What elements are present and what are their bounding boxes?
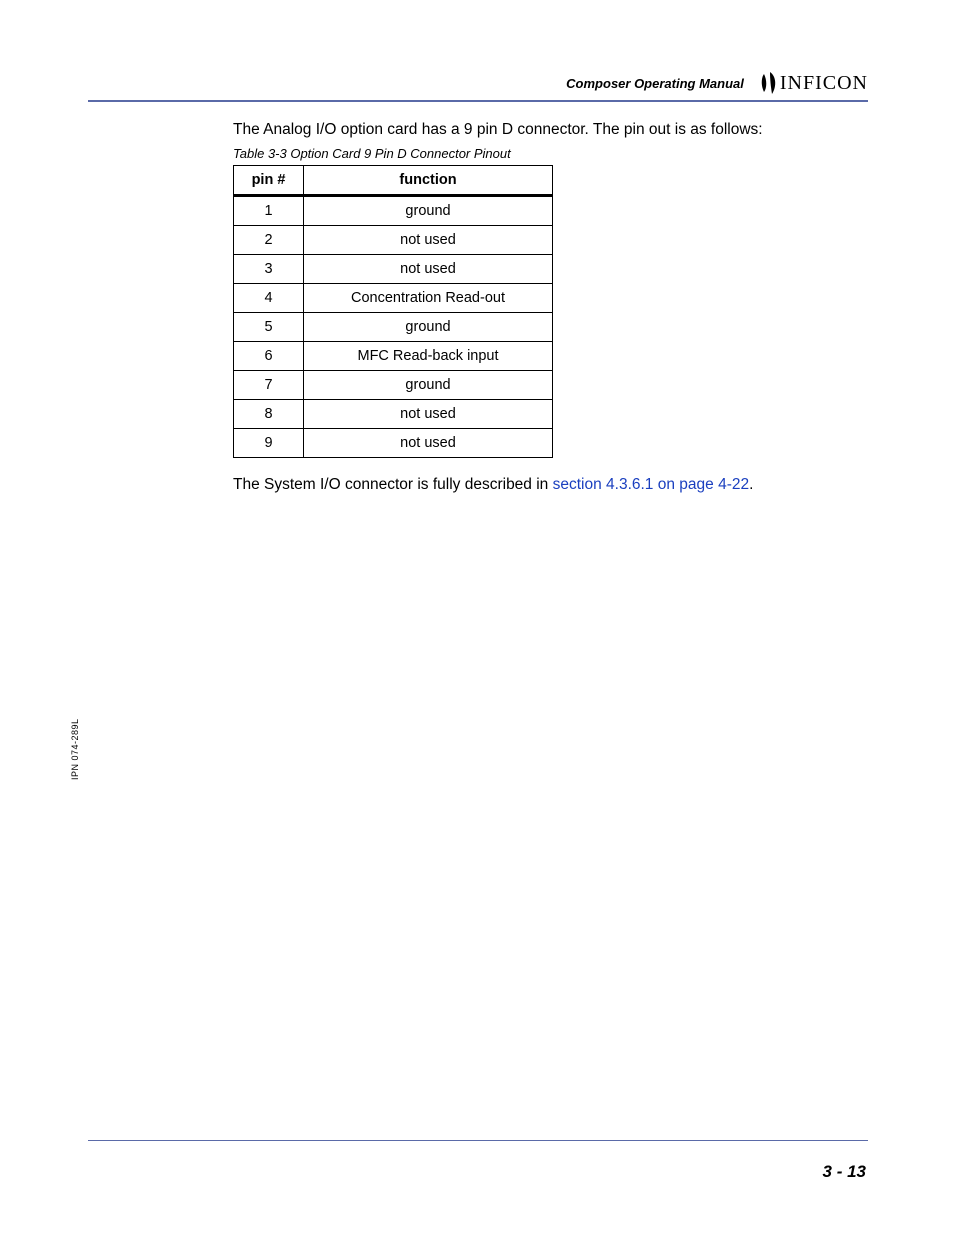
after-table-suffix: . [749,476,753,493]
intro-paragraph: The Analog I/O option card has a 9 pin D… [233,120,868,140]
cell-pin: 5 [234,313,304,342]
footer-rule [88,1140,868,1141]
col-header-function: function [304,166,553,196]
cell-function: not used [304,429,553,458]
cell-pin: 7 [234,371,304,400]
content-area: The Analog I/O option card has a 9 pin D… [233,120,868,494]
brand-name: INFICON [780,72,868,95]
cell-function: ground [304,196,553,226]
cell-function: not used [304,226,553,255]
cell-function: ground [304,313,553,342]
page-header: Composer Operating Manual INFICON [88,70,868,96]
col-header-pin: pin # [234,166,304,196]
cell-function: not used [304,255,553,284]
cell-pin: 6 [234,342,304,371]
page-number: 3 - 13 [823,1162,866,1182]
table-row: 5 ground [234,313,553,342]
table-row: 2 not used [234,226,553,255]
cell-pin: 2 [234,226,304,255]
cell-pin: 1 [234,196,304,226]
cell-function: ground [304,371,553,400]
after-table-prefix: The System I/O connector is fully descri… [233,476,553,493]
pinout-table: pin # function 1 ground 2 not used 3 not… [233,165,553,458]
cell-function: MFC Read-back input [304,342,553,371]
brand-logo: INFICON [760,72,868,95]
cell-function: not used [304,400,553,429]
brand-logo-icon [760,72,778,94]
header-rule [88,100,868,102]
table-caption: Table 3-3 Option Card 9 Pin D Connector … [233,146,868,161]
table-header-row: pin # function [234,166,553,196]
cross-reference-link[interactable]: section 4.3.6.1 on page 4-22 [553,476,749,493]
table-row: 8 not used [234,400,553,429]
cell-pin: 4 [234,284,304,313]
cell-pin: 9 [234,429,304,458]
table-row: 3 not used [234,255,553,284]
cell-pin: 8 [234,400,304,429]
cell-function: Concentration Read-out [304,284,553,313]
table-row: 7 ground [234,371,553,400]
ipn-side-label: IPN 074-289L [70,718,80,780]
table-row: 4 Concentration Read-out [234,284,553,313]
cell-pin: 3 [234,255,304,284]
after-table-paragraph: The System I/O connector is fully descri… [233,476,868,494]
table-row: 9 not used [234,429,553,458]
table-row: 1 ground [234,196,553,226]
table-row: 6 MFC Read-back input [234,342,553,371]
page-container: Composer Operating Manual INFICON The An… [88,70,868,494]
doc-title: Composer Operating Manual [566,76,744,91]
